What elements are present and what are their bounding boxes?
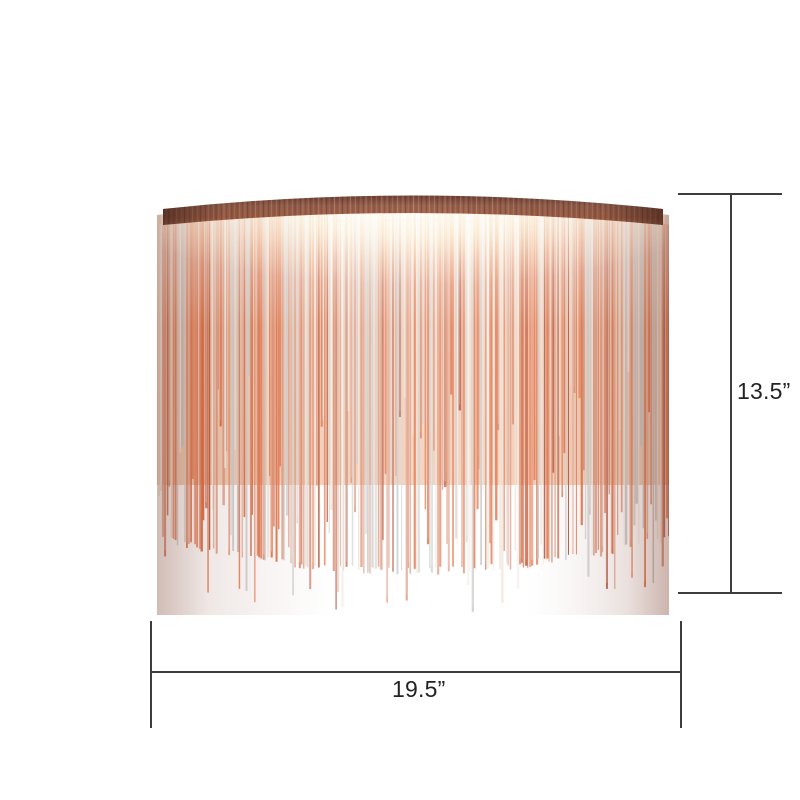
height-tick-bottom: [678, 592, 782, 594]
height-dimension-label: 13.5”: [737, 378, 791, 404]
width-dimension-line: [150, 671, 682, 673]
height-dimension-line: [730, 193, 732, 594]
product-lamp: [157, 185, 669, 615]
width-extension-left: [150, 621, 152, 728]
width-dimension-label: 19.5”: [392, 676, 446, 702]
width-extension-right: [680, 621, 682, 728]
chain-fringe-strands: [157, 185, 669, 615]
